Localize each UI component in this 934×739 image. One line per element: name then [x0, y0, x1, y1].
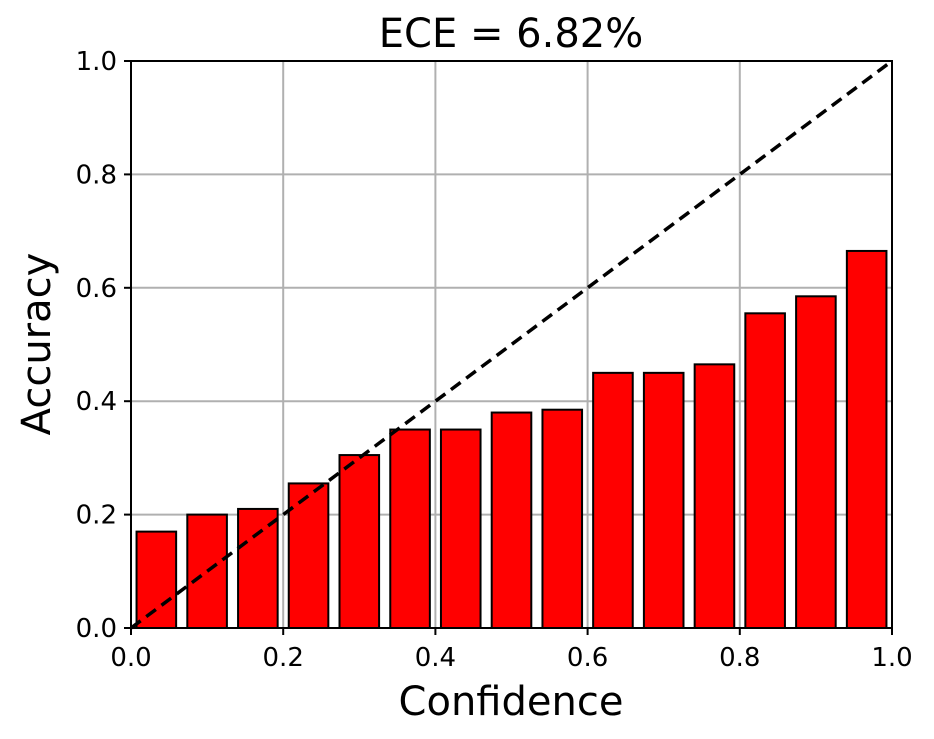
bar-bin-1 [135, 530, 178, 629]
bar-bin-3 [237, 507, 279, 629]
bar-bin-6 [389, 428, 431, 629]
y-axis-ticks: 0.0 0.2 0.4 0.6 0.8 1.0 [76, 47, 131, 644]
bar-bin-14 [795, 295, 837, 629]
y-axis-label: Accuracy [14, 253, 60, 436]
bar-bin-8 [490, 411, 533, 630]
bar-bin-12 [693, 363, 736, 629]
perfect-calibration-line [129, 59, 894, 630]
plot-frame [130, 60, 893, 629]
x-tick-label: 0.6 [567, 643, 608, 673]
chart-title: ECE = 6.82% [379, 11, 644, 57]
y-tick-label: 0.8 [76, 160, 117, 190]
y-tick-label: 0.2 [76, 501, 117, 531]
x-tick-label: 0.0 [110, 643, 151, 673]
bar-bin-11 [642, 371, 685, 629]
x-axis-ticks: 0.0 0.2 0.4 0.6 0.8 1.0 [110, 628, 913, 673]
y-tick-label: 0.0 [76, 614, 117, 644]
bar-bin-5 [338, 454, 381, 629]
bar-bin-7 [439, 428, 482, 629]
bar-bin-13 [744, 312, 786, 629]
x-tick-label: 0.4 [415, 643, 456, 673]
bar-bin-10 [592, 371, 634, 629]
y-tick-label: 0.4 [76, 387, 117, 417]
y-tick-label: 1.0 [76, 47, 117, 77]
y-tick-label: 0.6 [76, 274, 117, 304]
bar-bin-9 [541, 408, 584, 629]
bar-bin-2 [186, 513, 228, 629]
bars-group [135, 249, 888, 630]
x-tick-label: 1.0 [871, 643, 912, 673]
bar-bin-15 [845, 249, 888, 629]
bar-bin-4 [287, 482, 330, 630]
x-axis-label: Confidence [399, 679, 624, 725]
x-tick-label: 0.2 [263, 643, 304, 673]
x-tick-label: 0.8 [719, 643, 760, 673]
